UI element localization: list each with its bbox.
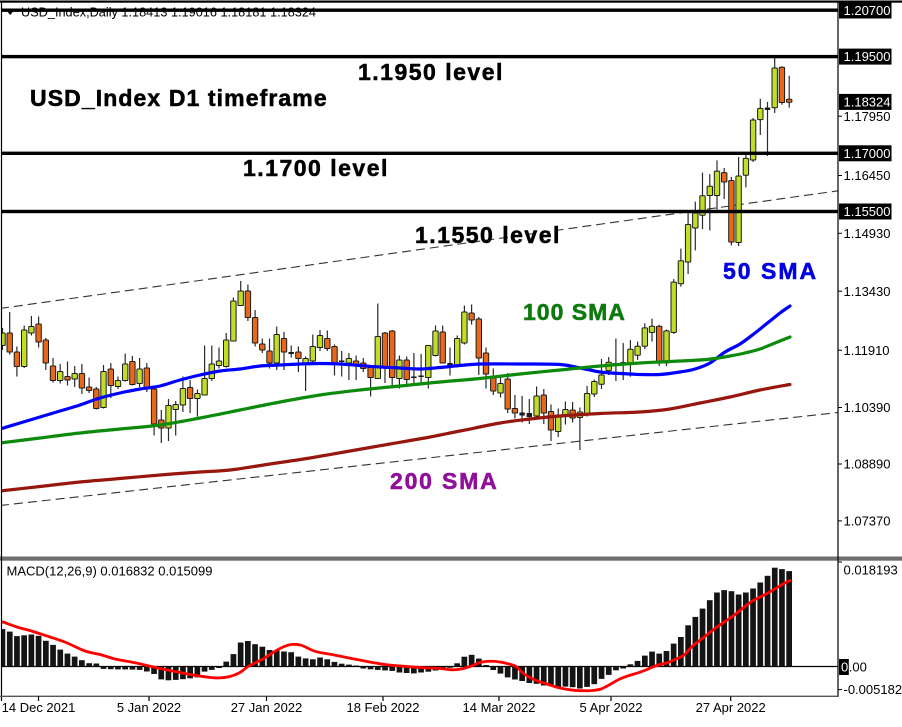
svg-text:18 Feb 2022: 18 Feb 2022 <box>346 700 419 715</box>
svg-text:14 Dec 2021: 14 Dec 2021 <box>2 700 76 715</box>
svg-text:14 Mar 2022: 14 Mar 2022 <box>463 700 536 715</box>
svg-text:27 Apr 2022: 27 Apr 2022 <box>696 700 766 715</box>
svg-text:0: 0 <box>841 660 848 675</box>
svg-text:USD_Index,Daily 1.18413 1.190: USD_Index,Daily 1.18413 1.19016 1.18181 … <box>21 6 316 20</box>
svg-text:5 Apr 2022: 5 Apr 2022 <box>580 700 643 715</box>
svg-text:1.07370: 1.07370 <box>844 514 891 529</box>
svg-text:1.08890: 1.08890 <box>844 457 891 472</box>
svg-text:1.1550 level: 1.1550 level <box>415 222 561 248</box>
svg-text:USD_Index D1 timeframe: USD_Index D1 timeframe <box>30 85 328 111</box>
svg-text:200 SMA: 200 SMA <box>390 468 498 494</box>
svg-text:27 Jan 2022: 27 Jan 2022 <box>231 700 303 715</box>
svg-text:5 Jan 2022: 5 Jan 2022 <box>117 700 181 715</box>
svg-text:MACD(12,26,9) 0.016832 0.01509: MACD(12,26,9) 0.016832 0.015099 <box>7 564 213 579</box>
svg-text:1.13430: 1.13430 <box>844 284 891 299</box>
svg-text:1.17000: 1.17000 <box>844 146 891 161</box>
svg-text:1.18324: 1.18324 <box>844 95 891 110</box>
svg-text:.00: .00 <box>849 660 867 675</box>
svg-text:1.15500: 1.15500 <box>844 204 891 219</box>
svg-text:1.14930: 1.14930 <box>844 226 891 241</box>
svg-text:1.11910: 1.11910 <box>844 343 890 358</box>
svg-text:1.19500: 1.19500 <box>844 49 891 64</box>
svg-text:1.16450: 1.16450 <box>844 168 891 183</box>
svg-text:1.1700 level: 1.1700 level <box>243 155 389 181</box>
svg-text:100 SMA: 100 SMA <box>523 299 626 325</box>
svg-text:-0.005182: -0.005182 <box>844 682 902 697</box>
svg-text:1.20700: 1.20700 <box>844 3 891 18</box>
svg-text:1.10390: 1.10390 <box>844 400 891 415</box>
svg-text:0.018193: 0.018193 <box>844 563 898 578</box>
svg-text:1.1950 level: 1.1950 level <box>358 59 504 85</box>
svg-text:50 SMA: 50 SMA <box>723 258 818 284</box>
svg-text:1.17950: 1.17950 <box>844 109 891 124</box>
